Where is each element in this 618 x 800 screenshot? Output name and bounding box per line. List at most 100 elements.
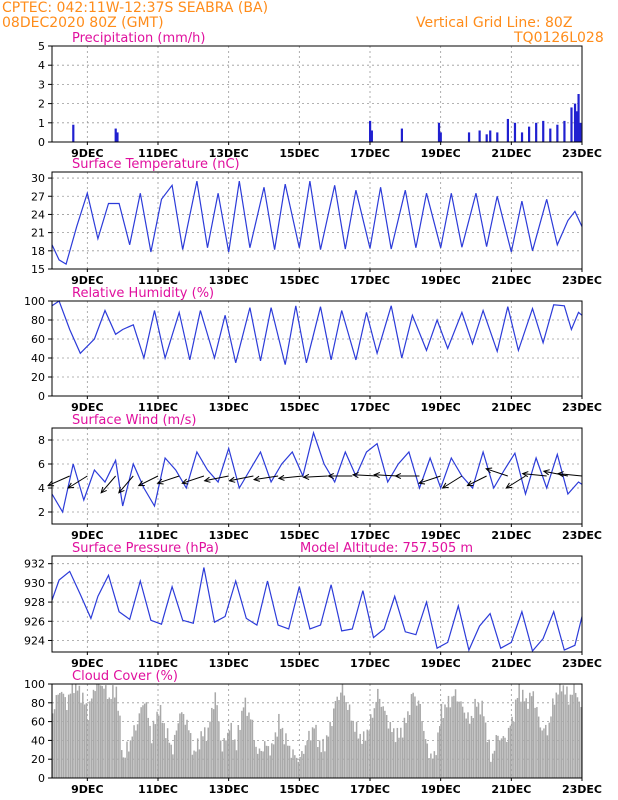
- cloud-bar: [262, 751, 264, 778]
- cloud-bar: [486, 742, 489, 778]
- cloud-bar: [361, 743, 363, 778]
- x-tick-label: 13DEC: [209, 401, 249, 414]
- cloud-bar: [470, 715, 473, 778]
- cloud-bar: [370, 714, 372, 778]
- wind-arrowhead: [417, 478, 426, 485]
- cloud-bar: [96, 684, 98, 778]
- cloud-bar: [417, 700, 420, 778]
- cloud-bar: [562, 685, 565, 778]
- cloud-bar: [52, 713, 54, 778]
- cloud-bar: [529, 692, 531, 778]
- cloud-bar: [338, 700, 340, 778]
- cloud-bar: [260, 750, 263, 778]
- cloud-bar: [133, 725, 135, 778]
- cloud-bar: [364, 740, 367, 778]
- wind-arrowhead: [466, 480, 474, 487]
- y-tick-label: 930: [24, 577, 45, 590]
- cloud-bar: [497, 735, 499, 778]
- cloud-bar: [204, 727, 206, 778]
- cloud-bar: [474, 698, 476, 778]
- cloud-bar: [313, 728, 315, 778]
- cloud-bar: [221, 751, 224, 778]
- cloud-bar: [276, 736, 278, 778]
- x-tick-label: 9DEC: [71, 783, 103, 796]
- x-tick-label: 11DEC: [138, 529, 178, 542]
- precip-bar: [579, 122, 582, 142]
- x-tick-label: 9DEC: [71, 274, 103, 287]
- cloud-bar: [340, 692, 342, 778]
- cloud-bar: [191, 754, 194, 778]
- cloud-bar: [99, 685, 102, 778]
- wind-vector: [118, 475, 134, 494]
- cloud-bar: [357, 738, 360, 778]
- cloud-bar: [398, 737, 400, 778]
- cloud-bar: [341, 684, 344, 778]
- wind-vector: [522, 473, 547, 477]
- precip-bar: [72, 124, 75, 142]
- wind-vector: [506, 475, 526, 489]
- wind-vector: [182, 475, 205, 484]
- y-tick-label: 100: [24, 678, 45, 691]
- cloud-bar: [295, 757, 298, 778]
- wind-arrowhead: [100, 486, 107, 494]
- x-tick-label: 13DEC: [209, 657, 249, 670]
- cloud-bar: [352, 720, 354, 778]
- cloud-bar: [207, 727, 209, 778]
- x-tick-label: 11DEC: [138, 274, 178, 287]
- cloud-bar: [567, 704, 570, 778]
- cloud-bar: [301, 751, 303, 778]
- x-tick-label: 19DEC: [421, 529, 461, 542]
- cloud-bar: [552, 698, 554, 778]
- cloud-bar: [131, 736, 134, 778]
- cloud-bar: [456, 701, 459, 778]
- cloud-bar: [78, 685, 81, 778]
- wind-vector: [138, 475, 159, 487]
- cloud-bar: [578, 701, 581, 778]
- cloud-bar: [299, 756, 301, 778]
- cloud-bar: [334, 701, 337, 778]
- cloud-bar: [472, 718, 475, 778]
- wind-arrowhead: [228, 476, 236, 483]
- cloud-bar: [85, 703, 88, 778]
- cloud-bar: [234, 739, 236, 778]
- wind-arrowhead: [137, 480, 145, 487]
- cloud-bar: [156, 711, 158, 778]
- cloud-bar: [400, 727, 402, 778]
- cloud-bar: [264, 741, 266, 778]
- precip-bar: [570, 107, 573, 142]
- cloud-bar: [355, 721, 358, 778]
- wind-vector: [254, 475, 279, 481]
- cloud-bar: [112, 685, 114, 778]
- cloud-bar: [129, 740, 132, 778]
- y-tick-label: 2: [38, 98, 45, 111]
- cloud-bar: [394, 742, 397, 778]
- cloud-bar: [306, 740, 308, 778]
- cloud-bar: [546, 735, 549, 778]
- x-tick-label: 23DEC: [562, 147, 602, 160]
- y-tick-label: 6: [38, 458, 45, 471]
- cloud-bar: [359, 733, 361, 778]
- wind-vector: [374, 474, 399, 477]
- cloud-bar: [265, 745, 268, 778]
- cloud-bar: [235, 750, 238, 778]
- panel-frame: [51, 171, 583, 270]
- cloud-bar: [539, 727, 542, 778]
- cloud-bar: [128, 751, 130, 778]
- cloud-bar: [479, 714, 482, 778]
- cloud-bar: [66, 710, 68, 778]
- cloud-bar: [228, 730, 231, 778]
- x-tick-label: 21DEC: [491, 783, 531, 796]
- wind-vector: [543, 470, 568, 477]
- cloud-bar: [532, 691, 535, 778]
- wind-vector: [229, 475, 254, 482]
- cloud-bar: [83, 704, 86, 778]
- cloud-bar: [426, 743, 429, 778]
- precip-bar: [506, 118, 509, 142]
- cloud-bar: [69, 693, 72, 778]
- cloud-bar: [465, 718, 467, 778]
- y-tick-label: 30: [31, 172, 45, 185]
- cloud-bar: [560, 691, 563, 778]
- cloud-bar: [514, 699, 517, 778]
- cloud-bar: [317, 747, 319, 778]
- cloud-bar: [566, 686, 568, 778]
